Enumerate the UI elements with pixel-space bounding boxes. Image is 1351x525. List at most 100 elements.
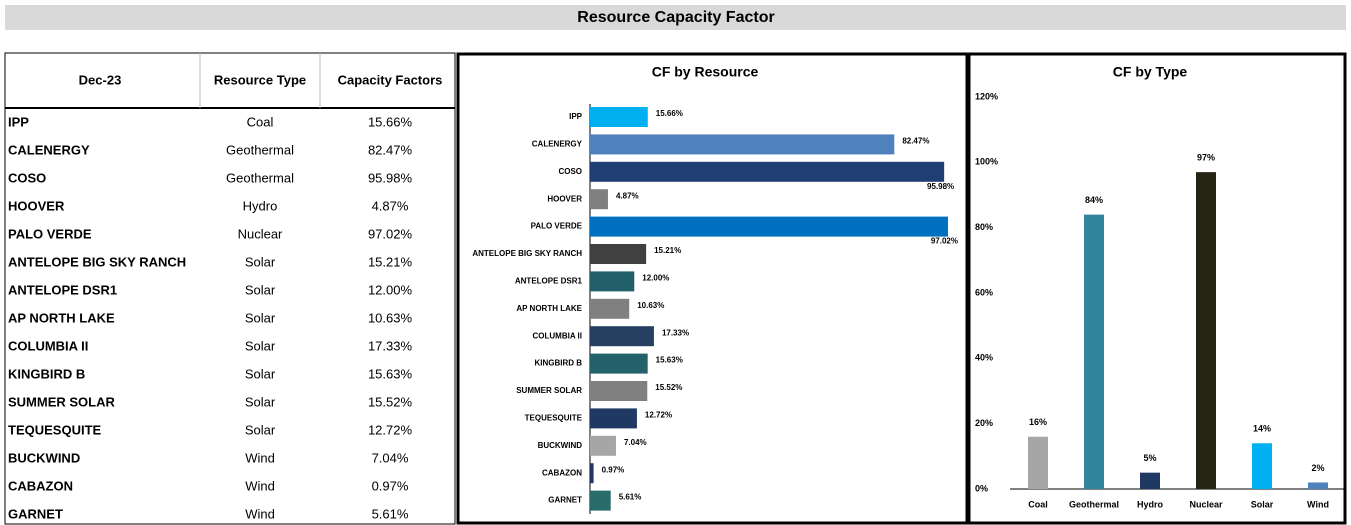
bar <box>1196 172 1216 489</box>
row-cf: 12.00% <box>368 282 413 297</box>
row-type: Nuclear <box>238 226 283 241</box>
x-tick-label: Coal <box>1028 499 1048 509</box>
bar <box>1252 443 1272 489</box>
row-name: COLUMBIA II <box>8 338 88 353</box>
y-tick-label: 40% <box>975 353 993 363</box>
row-type: Geothermal <box>226 142 294 157</box>
x-tick-label: Nuclear <box>1189 499 1223 509</box>
row-name: KINGBIRD B <box>8 366 85 381</box>
category-label: HOOVER <box>547 194 582 203</box>
category-label: CALENERGY <box>532 140 583 149</box>
y-tick-label: 0% <box>975 483 988 493</box>
row-name: IPP <box>8 114 29 129</box>
y-tick-label: 80% <box>975 222 993 232</box>
category-label: IPP <box>569 112 583 121</box>
x-tick-label: Geothermal <box>1069 499 1119 509</box>
bar <box>590 298 630 319</box>
bar <box>590 463 594 484</box>
row-name: COSO <box>8 170 46 185</box>
category-label: ANTELOPE BIG SKY RANCH <box>472 249 582 258</box>
row-cf: 17.33% <box>368 338 413 353</box>
y-tick-label: 60% <box>975 287 993 297</box>
row-cf: 95.98% <box>368 170 413 185</box>
value-label: 84% <box>1085 195 1103 205</box>
bar <box>590 244 647 264</box>
row-name: BUCKWIND <box>8 450 80 465</box>
bar <box>590 189 608 210</box>
bar <box>590 107 648 127</box>
row-name: HOOVER <box>8 198 65 213</box>
y-tick-label: 20% <box>975 418 993 428</box>
row-cf: 15.21% <box>368 254 413 269</box>
row-type: Hydro <box>243 198 278 213</box>
value-label: 12.72% <box>645 411 672 420</box>
bar <box>1140 472 1160 489</box>
bar <box>590 381 648 401</box>
row-cf: 7.04% <box>372 450 409 465</box>
row-cf: 15.63% <box>368 366 413 381</box>
row-cf: 10.63% <box>368 310 413 325</box>
bar <box>590 134 895 155</box>
y-tick-label: 120% <box>975 91 998 101</box>
value-label: 5% <box>1143 453 1156 463</box>
category-label: BUCKWIND <box>538 441 583 450</box>
category-label: TEQUESQUITE <box>525 414 583 423</box>
value-label: 16% <box>1029 417 1047 427</box>
bar <box>590 161 945 182</box>
row-type: Wind <box>245 478 275 493</box>
value-label: 2% <box>1311 463 1324 473</box>
category-label: CABAZON <box>542 468 582 477</box>
category-label: KINGBIRD B <box>534 359 582 368</box>
value-label: 97% <box>1197 153 1215 163</box>
bar <box>590 326 654 347</box>
row-type: Solar <box>245 338 276 353</box>
category-label: SUMMER SOLAR <box>516 386 582 395</box>
chart-title: CF by Type <box>1113 64 1188 80</box>
row-name: SUMMER SOLAR <box>8 394 116 409</box>
row-type: Solar <box>245 366 276 381</box>
row-type: Solar <box>245 282 276 297</box>
bar <box>590 353 648 374</box>
table-header: Dec-23 <box>79 72 122 87</box>
category-label: ANTELOPE DSR1 <box>515 277 583 286</box>
category-label: AP NORTH LAKE <box>516 304 582 313</box>
x-tick-label: Solar <box>1251 499 1274 509</box>
table-header: Capacity Factors <box>338 72 443 87</box>
value-label: 95.98% <box>927 182 954 191</box>
row-cf: 12.72% <box>368 422 413 437</box>
value-label: 4.87% <box>616 191 639 200</box>
x-tick-label: Hydro <box>1137 499 1164 509</box>
title-bar <box>5 5 1346 30</box>
x-tick-label: Wind <box>1307 499 1329 509</box>
value-label: 15.63% <box>656 356 683 365</box>
page-title: Resource Capacity Factor <box>577 9 774 26</box>
bar <box>1308 482 1328 489</box>
category-label: COSO <box>558 167 582 176</box>
row-cf: 15.52% <box>368 394 413 409</box>
bar <box>590 271 635 292</box>
value-label: 7.04% <box>624 438 647 447</box>
row-name: GARNET <box>8 506 63 521</box>
table-border <box>4 52 456 525</box>
value-label: 17.33% <box>662 328 689 337</box>
bar <box>1028 436 1048 489</box>
row-name: AP NORTH LAKE <box>8 310 115 325</box>
row-cf: 4.87% <box>372 198 409 213</box>
value-label: 82.47% <box>902 137 929 146</box>
row-type: Coal <box>247 114 274 129</box>
value-label: 12.00% <box>642 274 669 283</box>
value-label: 14% <box>1253 424 1271 434</box>
bar <box>590 408 637 429</box>
y-tick-label: 100% <box>975 157 998 167</box>
bar <box>590 435 616 456</box>
category-label: COLUMBIA II <box>533 331 582 340</box>
row-cf: 0.97% <box>372 478 409 493</box>
chart-border <box>967 52 1347 525</box>
row-cf: 97.02% <box>368 226 413 241</box>
row-type: Solar <box>245 310 276 325</box>
chart-border <box>456 52 969 525</box>
value-label: 15.52% <box>655 383 682 392</box>
row-name: TEQUESQUITE <box>8 422 102 437</box>
bar <box>1084 214 1104 489</box>
